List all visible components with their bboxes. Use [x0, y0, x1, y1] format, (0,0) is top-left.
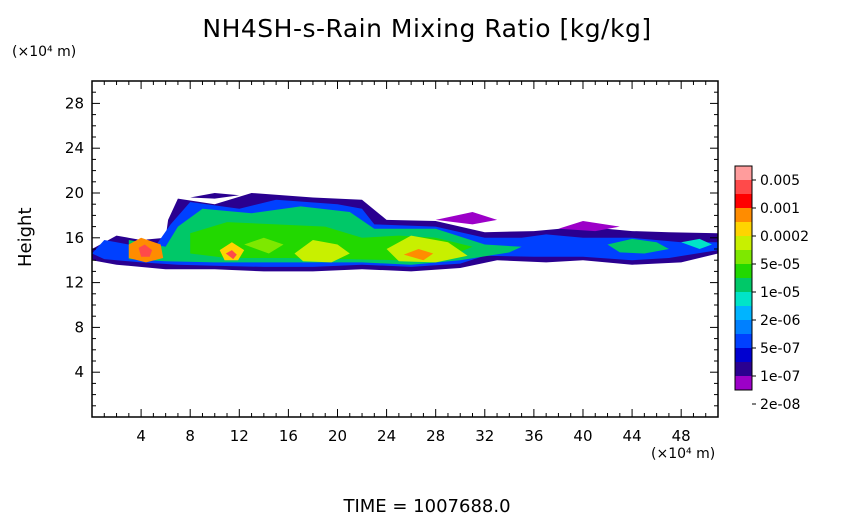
colorbar-swatch — [735, 320, 752, 334]
x-tick-label: 36 — [524, 427, 543, 445]
colorbar-swatch — [735, 166, 752, 180]
colorbar-label: 0.0002 — [760, 229, 809, 245]
region-cell-d — [386, 235, 468, 263]
y-tick-label: 8 — [74, 318, 84, 336]
region-cell-e — [244, 237, 284, 254]
colorbar-label: 5e-07 — [760, 341, 800, 357]
x-axis-unit: (×10⁴ m) — [651, 446, 716, 462]
colorbar-swatch — [735, 180, 752, 194]
x-tick-label: 20 — [328, 427, 347, 445]
region-cell-b-core — [225, 250, 237, 260]
region-wisp-right — [558, 221, 620, 232]
colorbar-swatch — [735, 208, 752, 222]
region-wisp-mid — [435, 212, 498, 225]
region-cell-d-core — [403, 249, 434, 261]
colorbar-label: 2e-06 — [760, 313, 800, 329]
colorbar-swatch — [735, 236, 752, 250]
x-tick-label: 12 — [230, 427, 249, 445]
region-right-blob-small — [681, 238, 712, 249]
x-tick-label: 28 — [426, 427, 445, 445]
region-wisp-top-left — [190, 193, 240, 199]
region-cell-c — [294, 240, 350, 263]
y-tick-label: 12 — [65, 274, 84, 292]
colorbar-label: 0.001 — [760, 201, 800, 217]
y-tick-label: 24 — [65, 139, 84, 157]
colorbar-swatch — [735, 222, 752, 236]
time-label: TIME = 1007688.0 — [343, 496, 511, 517]
colorbar-swatch — [735, 278, 752, 292]
y-tick-label: 20 — [65, 184, 84, 202]
colorbar-swatch — [735, 376, 752, 390]
colorbar-swatch — [735, 264, 752, 278]
chart-title: NH4SH-s-Rain Mixing Ratio [kg/kg] — [202, 14, 652, 43]
colorbar-label: 2e-08 — [760, 397, 800, 413]
colorbar-swatch — [735, 362, 752, 376]
y-tick-label: 16 — [65, 229, 84, 247]
region-cell-a-core — [138, 244, 153, 257]
x-tick-label: 32 — [475, 427, 494, 445]
colorbar-swatch — [735, 306, 752, 320]
x-tick-label: 16 — [279, 427, 298, 445]
colorbar-label: 1e-07 — [760, 369, 800, 385]
colorbar: 0.005 0.001 0.0002 5e-05 1e-05 2e-06 5e-07 1e-0… — [734, 165, 809, 413]
y-axis-unit: (×10⁴ m) — [12, 44, 77, 60]
colorbar-frame — [734, 165, 753, 391]
colorbar-swatch — [735, 348, 752, 362]
mixing-ratio-field — [92, 193, 718, 272]
colorbar-label: 1e-05 — [760, 285, 800, 301]
x-tick-label: 8 — [185, 427, 195, 445]
x-tick-label: 48 — [672, 427, 691, 445]
colorbar-swatch — [735, 292, 752, 306]
colorbar-label: 5e-05 — [760, 257, 800, 273]
y-tick-label: 28 — [65, 94, 84, 112]
colorbar-swatch — [735, 250, 752, 264]
x-tick-label: 24 — [377, 427, 396, 445]
colorbar-label: 0.005 — [760, 173, 800, 189]
x-tick-label: 4 — [136, 427, 146, 445]
region-right-blob — [607, 238, 669, 254]
x-tick-label: 40 — [573, 427, 592, 445]
colorbar-swatch — [735, 334, 752, 348]
y-tick-label: 4 — [74, 363, 84, 381]
x-tick-label: 44 — [623, 427, 642, 445]
colorbar-swatch — [735, 194, 752, 208]
